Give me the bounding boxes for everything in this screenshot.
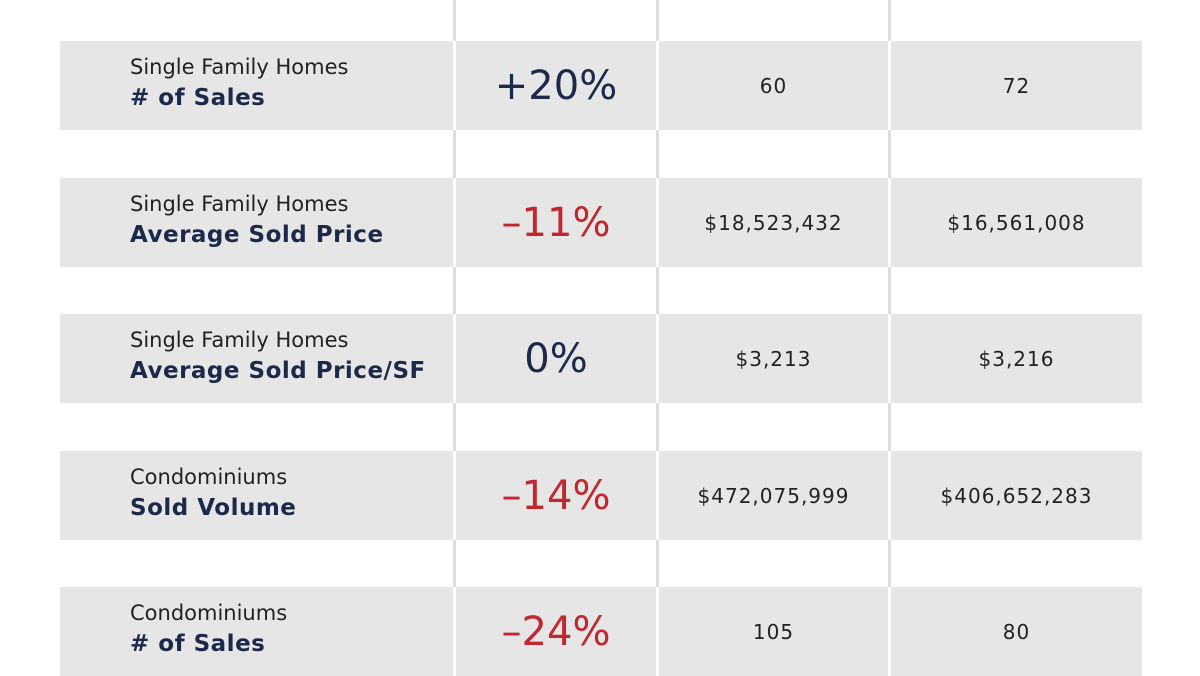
value-1: 105: [752, 619, 795, 644]
change-cell: –24%: [456, 587, 656, 676]
value-2: $3,216: [978, 346, 1055, 371]
label-cell: Condominiums Sold Volume: [60, 451, 453, 540]
metric: # of Sales: [130, 631, 266, 657]
value-cell: 72: [891, 41, 1142, 130]
table-row: Single Family Homes Average Sold Price –11…: [60, 178, 1142, 267]
category: Condominiums: [130, 465, 288, 489]
change: –14%: [501, 472, 611, 519]
value-2: 72: [1002, 73, 1031, 98]
label-cell: Single Family Homes Average Sold Price: [60, 178, 453, 267]
value-cell: 80: [891, 587, 1142, 676]
category: Condominiums: [130, 601, 288, 625]
value-cell: $406,652,283: [891, 451, 1142, 540]
table-row: Single Family Homes # of Sales +20% 60 72: [60, 41, 1142, 130]
value-cell: $3,213: [659, 314, 888, 403]
metric: Average Sold Price: [130, 222, 384, 248]
value-1: $3,213: [735, 346, 812, 371]
table-row: Condominiums # of Sales –24% 105 80: [60, 587, 1142, 676]
metric: # of Sales: [130, 85, 266, 111]
value-cell: $18,523,432: [659, 178, 888, 267]
category: Single Family Homes: [130, 328, 349, 352]
label-cell: Single Family Homes Average Sold Price/SF: [60, 314, 453, 403]
table-row: Condominiums Sold Volume –14% $472,075,999 $…: [60, 451, 1142, 540]
change-cell: –11%: [456, 178, 656, 267]
change: +20%: [494, 62, 618, 109]
value-2: 80: [1002, 619, 1031, 644]
value-1: 60: [759, 73, 788, 98]
change-cell: –14%: [456, 451, 656, 540]
table-row: Single Family Homes Average Sold Price/SF…: [60, 314, 1142, 403]
change: –11%: [501, 199, 611, 246]
change: –24%: [501, 608, 611, 655]
label-cell: Single Family Homes # of Sales: [60, 41, 453, 130]
category: Single Family Homes: [130, 192, 349, 216]
metric: Sold Volume: [130, 495, 297, 521]
value-1: $472,075,999: [697, 483, 850, 508]
value-1: $18,523,432: [704, 210, 843, 235]
change-cell: 0%: [456, 314, 656, 403]
change: 0%: [524, 335, 588, 382]
value-cell: 60: [659, 41, 888, 130]
value-cell: $472,075,999: [659, 451, 888, 540]
value-cell: 105: [659, 587, 888, 676]
value-cell: $16,561,008: [891, 178, 1142, 267]
value-2: $16,561,008: [947, 210, 1086, 235]
value-cell: $3,216: [891, 314, 1142, 403]
value-2: $406,652,283: [940, 483, 1093, 508]
label-cell: Condominiums # of Sales: [60, 587, 453, 676]
metric: Average Sold Price/SF: [130, 358, 426, 384]
change-cell: +20%: [456, 41, 656, 130]
category: Single Family Homes: [130, 55, 349, 79]
